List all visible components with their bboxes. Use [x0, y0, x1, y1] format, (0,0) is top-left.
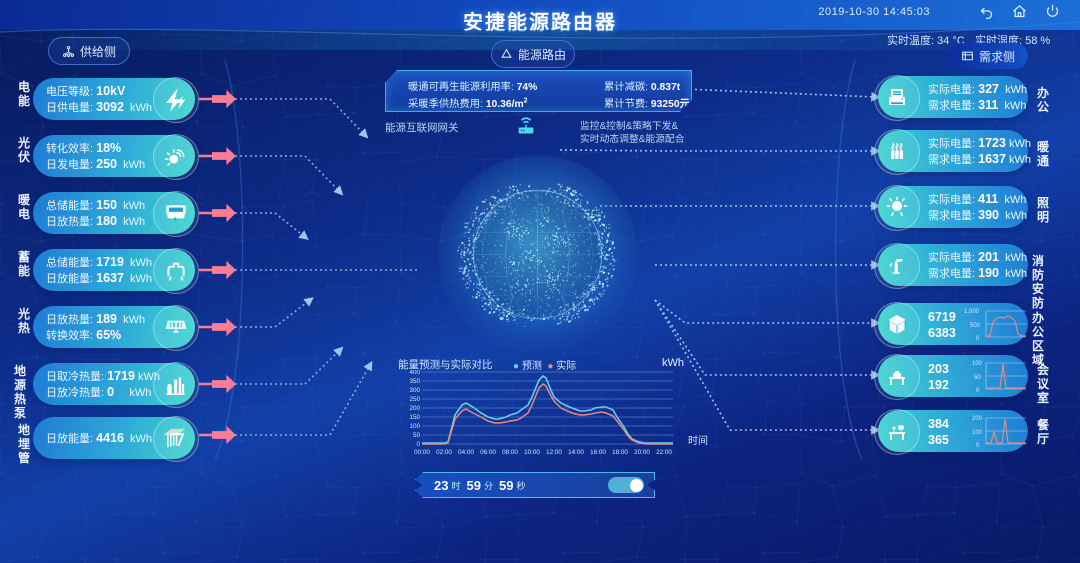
svg-text:100: 100 [972, 361, 983, 367]
svg-text:50: 50 [974, 375, 981, 381]
svg-text:100: 100 [409, 423, 420, 430]
svg-text:250: 250 [409, 396, 420, 403]
svg-text:20:00: 20:00 [634, 449, 650, 456]
svg-text:18:00: 18:00 [612, 449, 628, 456]
svg-text:200: 200 [972, 416, 983, 422]
svg-text:08:00: 08:00 [502, 449, 518, 456]
svg-text:300: 300 [409, 387, 420, 394]
svg-text:150: 150 [409, 414, 420, 421]
svg-text:16:00: 16:00 [590, 449, 606, 456]
svg-text:12:00: 12:00 [546, 449, 562, 456]
svg-text:100: 100 [972, 430, 983, 436]
svg-text:14:00: 14:00 [568, 449, 584, 456]
svg-text:06:00: 06:00 [480, 449, 496, 456]
svg-text:1,000: 1,000 [964, 309, 980, 315]
svg-text:50: 50 [413, 432, 421, 439]
svg-text:0: 0 [416, 441, 420, 448]
svg-text:500: 500 [970, 323, 981, 329]
svg-text:200: 200 [409, 405, 420, 412]
svg-text:22:00: 22:00 [656, 449, 672, 456]
svg-text:0: 0 [976, 388, 980, 393]
svg-text:0: 0 [976, 336, 980, 341]
svg-text:10:00: 10:00 [524, 449, 540, 456]
svg-text:02:00: 02:00 [436, 449, 452, 456]
svg-text:00:00: 00:00 [414, 449, 430, 456]
svg-text:04:00: 04:00 [458, 449, 474, 456]
svg-text:0: 0 [976, 443, 980, 448]
